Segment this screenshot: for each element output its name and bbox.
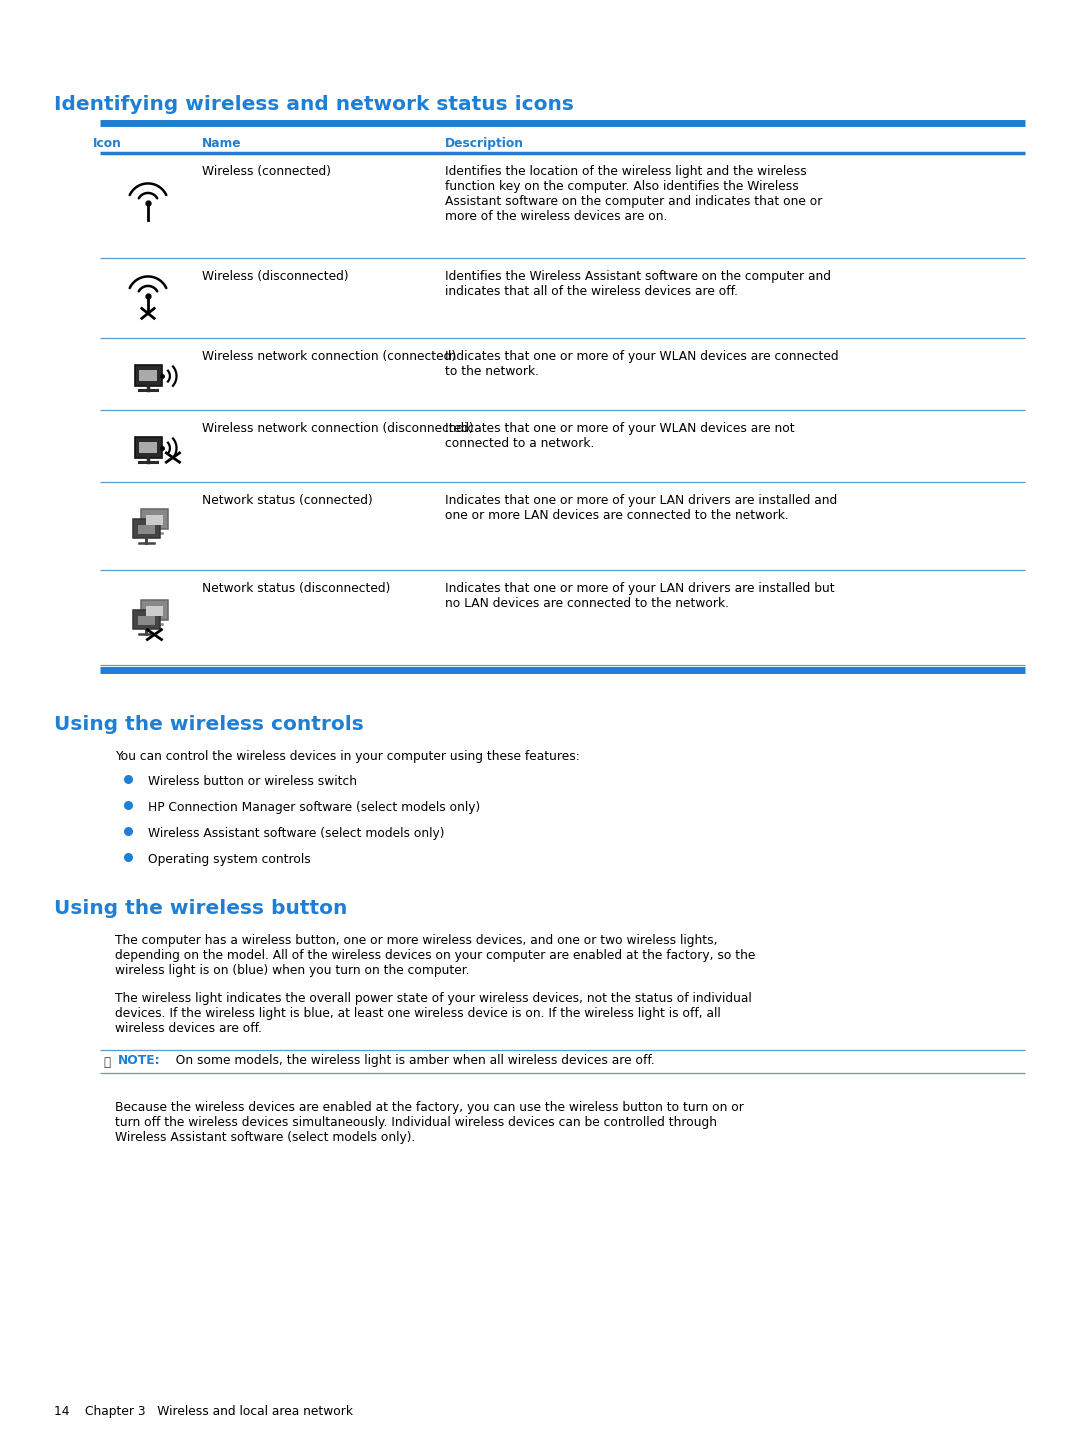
Text: The computer has a wireless button, one or more wireless devices, and one or two: The computer has a wireless button, one … <box>114 934 755 977</box>
Text: Icon: Icon <box>93 137 122 149</box>
Text: Operating system controls: Operating system controls <box>148 854 311 867</box>
Text: The wireless light indicates the overall power state of your wireless devices, n: The wireless light indicates the overall… <box>114 992 752 1035</box>
Text: Indicates that one or more of your WLAN devices are connected
to the network.: Indicates that one or more of your WLAN … <box>445 351 839 378</box>
Bar <box>133 519 160 539</box>
Text: Wireless Assistant software (select models only): Wireless Assistant software (select mode… <box>148 828 445 841</box>
Text: Name: Name <box>202 137 242 149</box>
Text: You can control the wireless devices in your computer using these features:: You can control the wireless devices in … <box>114 750 580 763</box>
Text: Wireless (disconnected): Wireless (disconnected) <box>202 270 349 283</box>
Text: Indicates that one or more of your LAN drivers are installed and
one or more LAN: Indicates that one or more of your LAN d… <box>445 494 837 522</box>
Bar <box>146 514 163 525</box>
Bar <box>139 371 157 381</box>
Bar <box>146 606 163 615</box>
Text: Wireless network connection (connected): Wireless network connection (connected) <box>202 351 456 364</box>
Bar <box>139 443 157 453</box>
Bar <box>135 365 162 385</box>
Bar <box>140 509 168 529</box>
Text: Because the wireless devices are enabled at the factory, you can use the wireles: Because the wireless devices are enabled… <box>114 1101 744 1144</box>
Text: Using the wireless button: Using the wireless button <box>54 900 348 918</box>
Text: Network status (disconnected): Network status (disconnected) <box>202 582 390 595</box>
Text: Identifying wireless and network status icons: Identifying wireless and network status … <box>54 95 573 114</box>
Text: Using the wireless controls: Using the wireless controls <box>54 716 364 734</box>
Text: On some models, the wireless light is amber when all wireless devices are off.: On some models, the wireless light is am… <box>168 1053 654 1068</box>
Text: NOTE:: NOTE: <box>118 1053 161 1068</box>
Bar <box>137 615 156 625</box>
Text: Network status (connected): Network status (connected) <box>202 494 373 507</box>
Text: Indicates that one or more of your WLAN devices are not
connected to a network.: Indicates that one or more of your WLAN … <box>445 422 795 450</box>
Bar <box>133 609 160 629</box>
Text: Wireless network connection (disconnected): Wireless network connection (disconnecte… <box>202 422 474 435</box>
Bar <box>140 601 168 619</box>
Text: Identifies the Wireless Assistant software on the computer and
indicates that al: Identifies the Wireless Assistant softwa… <box>445 270 831 297</box>
Text: Identifies the location of the wireless light and the wireless
function key on t: Identifies the location of the wireless … <box>445 165 822 223</box>
Text: Description: Description <box>445 137 524 149</box>
Text: HP Connection Manager software (select models only): HP Connection Manager software (select m… <box>148 800 481 813</box>
Text: 14    Chapter 3   Wireless and local area network: 14 Chapter 3 Wireless and local area net… <box>54 1405 353 1418</box>
Bar <box>135 437 162 457</box>
Text: ⌕: ⌕ <box>103 1056 110 1069</box>
Text: Wireless button or wireless switch: Wireless button or wireless switch <box>148 775 357 787</box>
Text: Wireless (connected): Wireless (connected) <box>202 165 330 178</box>
Bar <box>137 525 156 535</box>
Text: Indicates that one or more of your LAN drivers are installed but
no LAN devices : Indicates that one or more of your LAN d… <box>445 582 835 609</box>
